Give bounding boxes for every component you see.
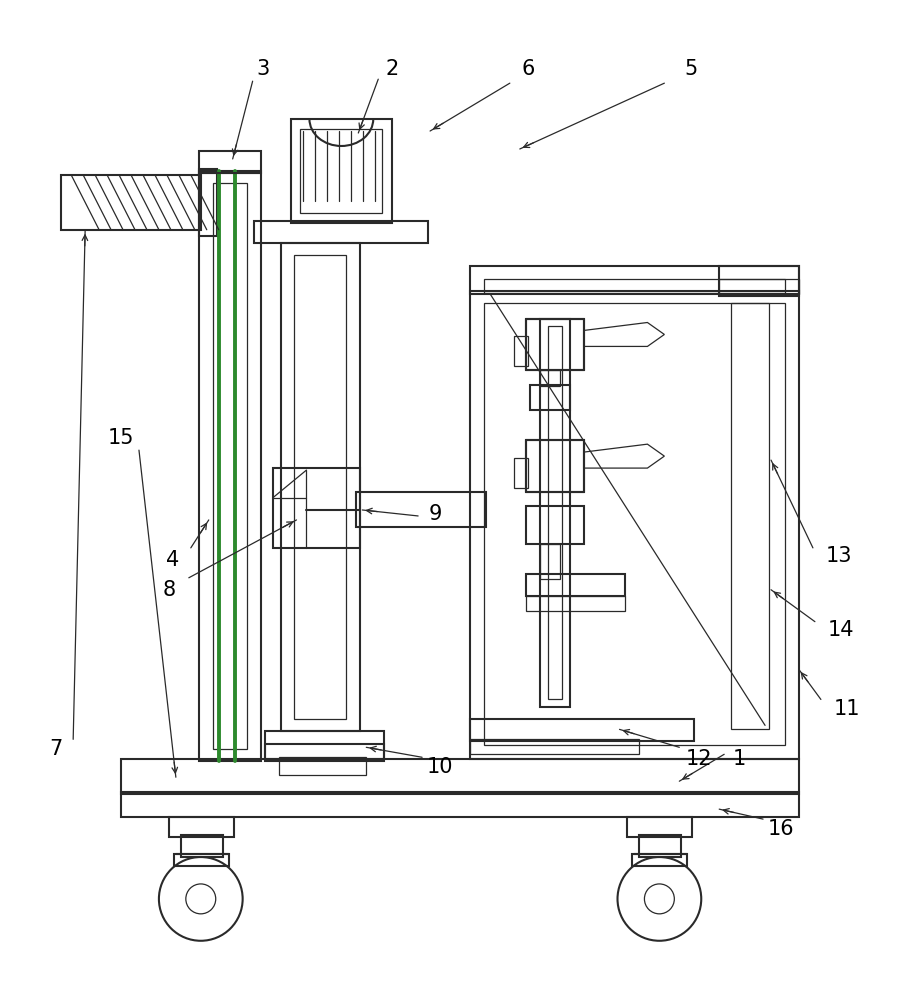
Bar — [540, 319, 569, 707]
Text: 8: 8 — [163, 580, 175, 600]
Bar — [540, 544, 559, 579]
Bar — [514, 336, 527, 366]
Text: 16: 16 — [768, 819, 794, 839]
Text: 12: 12 — [686, 749, 713, 769]
Bar — [628, 817, 692, 837]
Bar — [264, 744, 384, 759]
Bar — [731, 303, 769, 729]
Bar — [526, 440, 584, 492]
Bar — [526, 596, 625, 611]
Bar — [272, 468, 360, 548]
Text: 5: 5 — [685, 59, 698, 79]
Text: 6: 6 — [521, 59, 535, 79]
Bar — [294, 255, 346, 719]
Bar — [470, 266, 799, 294]
Bar — [291, 119, 392, 223]
Bar — [169, 817, 234, 837]
Bar — [174, 854, 228, 866]
Text: 14: 14 — [827, 620, 854, 640]
Text: 13: 13 — [825, 546, 852, 566]
Bar — [540, 370, 559, 386]
Bar — [356, 492, 486, 527]
Bar — [514, 458, 527, 488]
Bar — [526, 319, 584, 370]
Bar — [61, 175, 201, 230]
Text: 4: 4 — [166, 550, 179, 570]
Text: 3: 3 — [256, 59, 270, 79]
Text: 11: 11 — [834, 699, 860, 719]
Bar — [484, 279, 785, 293]
Text: 1: 1 — [732, 749, 746, 769]
Bar — [253, 221, 428, 243]
Text: 7: 7 — [49, 739, 63, 759]
Bar — [719, 279, 799, 294]
Bar — [281, 243, 360, 731]
Text: 2: 2 — [386, 59, 399, 79]
Bar — [198, 169, 217, 236]
Bar — [264, 731, 384, 761]
Text: 9: 9 — [429, 504, 441, 524]
Bar — [301, 129, 382, 213]
Bar — [181, 835, 223, 857]
Bar — [526, 506, 584, 544]
Bar — [632, 854, 687, 866]
Bar — [121, 759, 799, 794]
Bar — [484, 303, 785, 745]
Bar — [279, 757, 367, 775]
Bar — [470, 291, 799, 759]
Bar — [470, 739, 640, 754]
Bar — [121, 792, 799, 817]
Bar — [198, 151, 260, 173]
Bar — [719, 266, 799, 296]
Bar — [547, 326, 562, 699]
Bar — [640, 835, 681, 857]
Bar — [530, 385, 569, 410]
Bar — [198, 171, 260, 761]
Bar — [526, 574, 625, 596]
Text: 15: 15 — [108, 428, 134, 448]
Bar — [213, 183, 247, 749]
Bar — [470, 719, 695, 741]
Text: 10: 10 — [427, 757, 453, 777]
